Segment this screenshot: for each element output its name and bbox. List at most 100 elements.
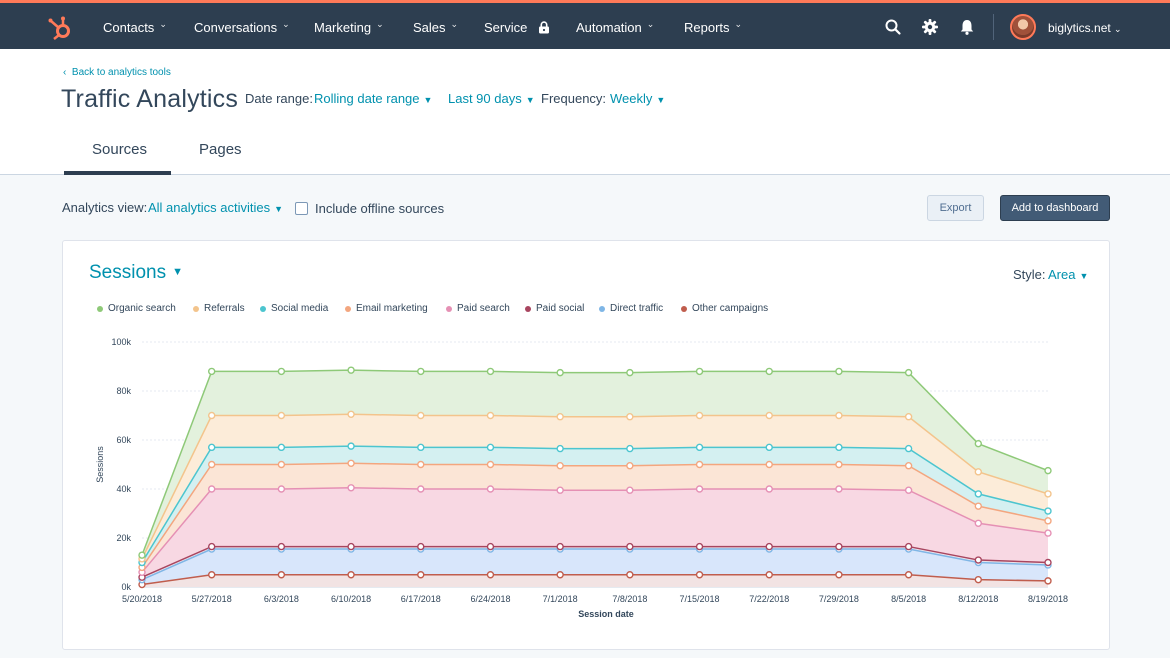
legend-label: Direct traffic (610, 303, 664, 314)
data-point (626, 368, 634, 377)
caret-down-icon: ▼ (423, 95, 433, 105)
data-point (765, 367, 773, 376)
gear-icon[interactable] (921, 18, 939, 36)
legend-label: Organic search (108, 303, 176, 314)
nav-item-service[interactable]: Service (484, 20, 550, 35)
data-point (556, 368, 564, 377)
data-point (1044, 577, 1052, 585)
include-offline-label[interactable]: Include offline sources (315, 201, 445, 216)
data-point (347, 571, 355, 579)
legend-label: Other campaigns (692, 303, 769, 314)
nav-item-conversations[interactable]: Conversations ⌄ (194, 19, 290, 35)
legend-item[interactable]: Direct traffic (599, 303, 663, 314)
caret-down-icon: ▼ (1079, 271, 1089, 281)
tab-sources[interactable]: Sources (92, 141, 148, 158)
y-tick-label: 80k (116, 386, 131, 396)
data-point (1044, 517, 1052, 525)
nav-item-marketing[interactable]: Marketing ⌄ (314, 19, 384, 35)
series-line (141, 548, 1049, 581)
data-point (835, 460, 843, 469)
data-point (626, 571, 634, 579)
caret-down-icon: ▼ (274, 204, 284, 214)
metric-dropdown[interactable]: Sessions ▼ (89, 262, 183, 283)
data-point (556, 486, 564, 494)
data-point (347, 484, 355, 492)
legend-item[interactable]: Other campaigns (681, 303, 768, 314)
hubspot-logo-icon[interactable] (47, 15, 73, 41)
analytics-view-dropdown[interactable]: All analytics activities ▼ (148, 200, 284, 215)
legend-item[interactable]: Social media (260, 303, 328, 314)
include-offline-checkbox[interactable] (295, 202, 308, 215)
chevron-down-icon: ⌄ (450, 19, 459, 29)
style-dropdown[interactable]: Area ▼ (1048, 267, 1089, 282)
bell-icon[interactable] (958, 18, 976, 36)
data-point (347, 366, 355, 374)
data-point (486, 485, 495, 493)
chevron-down-icon: ⌄ (646, 19, 655, 29)
date-range-dropdown[interactable]: Rolling date range ▼ (314, 91, 433, 106)
tab-pages[interactable]: Pages (199, 141, 242, 158)
data-point (904, 571, 913, 579)
data-point (556, 542, 564, 551)
data-point (974, 502, 983, 510)
data-point (347, 542, 355, 551)
legend-label: Paid social (536, 303, 585, 314)
series-line (141, 545, 1049, 578)
data-point (486, 460, 495, 469)
avatar[interactable] (1010, 14, 1036, 40)
legend-dot-icon (193, 305, 199, 312)
chevron-left-icon: ‹ (63, 67, 67, 78)
data-point (277, 411, 286, 420)
legend-item[interactable]: Organic search (97, 303, 176, 314)
nav-divider (993, 14, 994, 40)
period-dropdown[interactable]: Last 90 days ▼ (448, 91, 535, 106)
data-point (904, 486, 913, 494)
legend-dot-icon (345, 305, 351, 312)
account-menu[interactable]: biglytics.net ⌄ (1048, 21, 1122, 35)
back-link[interactable]: ‹ Back to analytics tools (63, 67, 171, 78)
series-area (142, 370, 1048, 559)
data-point (417, 411, 425, 420)
data-point (556, 413, 564, 421)
data-point (277, 485, 286, 493)
y-tick-label: 100k (111, 337, 131, 347)
chevron-down-icon: ⌄ (376, 19, 384, 29)
legend-label: Paid search (457, 303, 510, 314)
nav-item-sales[interactable]: Sales ⌄ (413, 19, 459, 35)
data-point (765, 443, 773, 452)
data-point (347, 410, 355, 418)
legend-label: Email marketing (356, 303, 428, 314)
legend-label: Social media (271, 303, 329, 314)
legend-item[interactable]: Referrals (193, 303, 245, 314)
data-point (904, 462, 913, 470)
series-line (141, 574, 1049, 586)
x-tick-label: 6/24/2018 (470, 594, 510, 604)
legend-item[interactable]: Email marketing (345, 303, 428, 314)
legend-dot-icon (681, 305, 687, 312)
data-point (207, 485, 216, 493)
search-icon[interactable] (884, 18, 902, 36)
data-point (417, 542, 425, 551)
nav-item-label: Reports (684, 20, 730, 35)
add-to-dashboard-button[interactable]: Add to dashboard (1000, 195, 1110, 221)
series-area (142, 487, 1048, 578)
nav-item-automation[interactable]: Automation ⌄ (576, 19, 655, 35)
chart-card: Sessions ▼ Style: Area ▼ Organic search Ref… (62, 240, 1110, 650)
data-point (207, 460, 216, 469)
frequency-dropdown[interactable]: Weekly ▼ (610, 91, 666, 106)
date-range-label: Date range: (245, 91, 313, 106)
data-point (138, 551, 146, 559)
export-button[interactable]: Export (927, 195, 984, 221)
x-tick-label: 5/20/2018 (122, 594, 162, 604)
data-point (1044, 529, 1052, 537)
data-point (765, 460, 773, 469)
data-point (835, 367, 843, 376)
data-point (556, 571, 564, 579)
legend-dot-icon (525, 305, 531, 312)
data-point (207, 411, 216, 420)
legend-item[interactable]: Paid search (446, 303, 510, 314)
data-point (277, 542, 286, 551)
nav-item-reports[interactable]: Reports ⌄ (684, 19, 742, 35)
nav-item-contacts[interactable]: Contacts ⌄ (103, 19, 167, 35)
legend-item[interactable]: Paid social (525, 303, 584, 314)
